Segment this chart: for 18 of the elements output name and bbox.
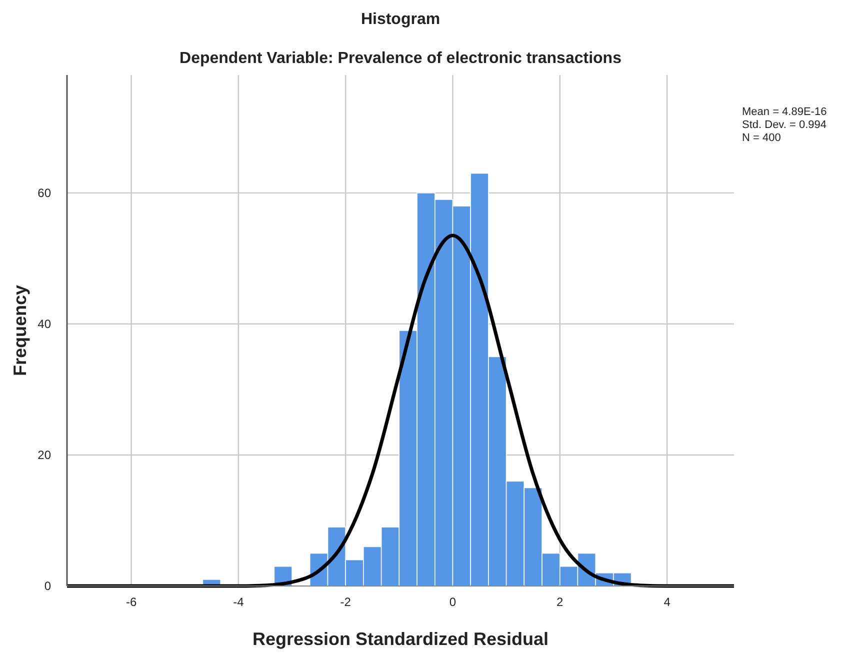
text: Mean = 4.89E-16 bbox=[742, 106, 827, 118]
x-axis-title: Regression Standardized Residual bbox=[252, 629, 549, 649]
x-tick-label: -6 bbox=[126, 595, 137, 609]
text: N = 400 bbox=[742, 132, 781, 144]
x-tick-label: 0 bbox=[449, 595, 456, 609]
y-tick-label: 40 bbox=[38, 316, 52, 331]
chart-title: Histogram bbox=[360, 11, 440, 28]
text: Std. Dev. = 0.994 bbox=[742, 119, 826, 131]
x-tick-label: 4 bbox=[664, 595, 671, 609]
line-series bbox=[65, 234, 736, 588]
y-tick-label: 60 bbox=[38, 186, 52, 200]
x-tick-label: -4 bbox=[233, 595, 244, 609]
y-tick-label: 20 bbox=[38, 448, 52, 462]
x-tick-label: 2 bbox=[556, 595, 564, 609]
chart-subtitle: Dependent Variable: Prevalence of electronic transactions bbox=[180, 50, 622, 67]
y-axis-title: Frequency bbox=[10, 284, 30, 376]
y-tick-label: 0 bbox=[44, 579, 52, 593]
x-tick-label: -2 bbox=[340, 595, 352, 609]
